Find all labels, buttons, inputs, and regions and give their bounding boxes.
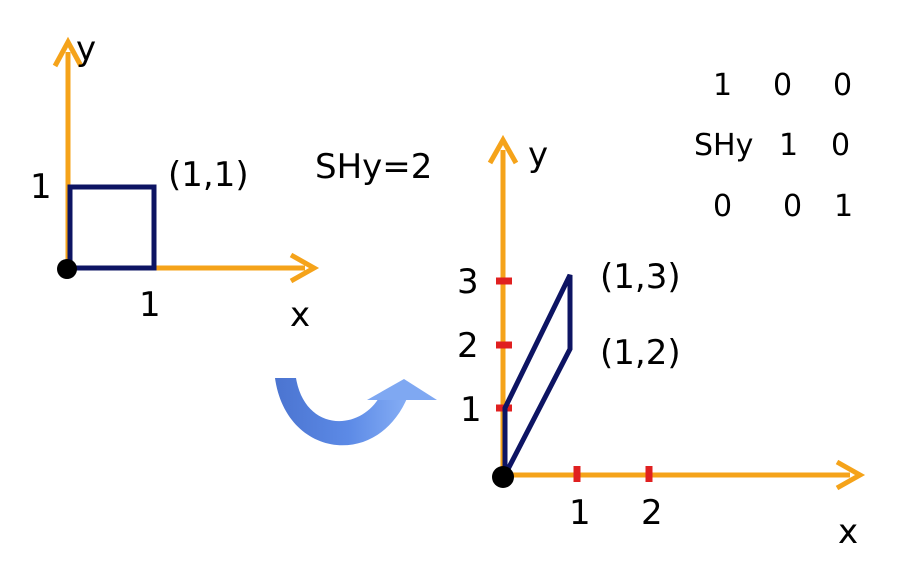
right-y-tick-label-2: 2 — [457, 326, 479, 366]
sheared-parallelogram — [502, 273, 573, 477]
shear-matrix: 1 0 0 SHy 1 0 0 0 1 — [694, 68, 853, 224]
matrix-r1c2: 0 — [773, 68, 792, 103]
left-y-label: y — [76, 29, 96, 69]
corner-label: (1,1) — [168, 155, 249, 195]
right-x-label: x — [838, 512, 858, 552]
right-origin-dot — [492, 466, 514, 488]
right-y-tick-label-1: 1 — [460, 390, 482, 430]
left-y-arrowhead — [52, 36, 84, 68]
transform-arrow-icon — [275, 378, 437, 446]
right-x-tick-label-2: 2 — [641, 493, 663, 533]
left-y-one: 1 — [30, 167, 52, 207]
left-x-arrowhead — [289, 252, 320, 284]
matrix-r1c3: 0 — [833, 68, 852, 103]
matrix-r2c1: SHy — [694, 128, 753, 163]
point-mid-label: (1,2) — [600, 333, 681, 373]
right-y-arrowhead — [487, 134, 519, 165]
matrix-r3c2: 0 — [783, 189, 802, 224]
matrix-r2c2: 1 — [779, 128, 798, 163]
right-axes — [487, 134, 866, 491]
left-origin-dot — [57, 259, 77, 279]
right-y-label: y — [528, 135, 548, 175]
unit-square — [67, 184, 157, 271]
matrix-r1c1: 1 — [713, 68, 732, 103]
matrix-r3c1: 0 — [713, 189, 732, 224]
left-x-one: 1 — [139, 285, 161, 325]
right-x-tick-label-1: 1 — [569, 493, 591, 533]
right-y-tick-label-3: 3 — [457, 262, 479, 302]
right-x-arrowhead — [835, 459, 866, 491]
point-top-label: (1,3) — [600, 257, 681, 297]
left-x-label: x — [290, 295, 310, 335]
matrix-r2c3: 0 — [831, 128, 850, 163]
matrix-r3c3: 1 — [834, 189, 853, 224]
shear-label: SHy=2 — [315, 147, 432, 187]
